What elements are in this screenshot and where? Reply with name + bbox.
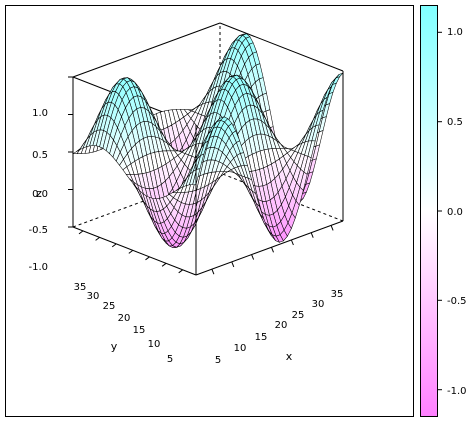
colorkey-tick-label: -0.5 [447,296,467,307]
x-tick-mark [330,225,334,231]
x-tick-label: 30 [312,299,325,310]
x-tick-label: 10 [234,343,247,354]
x-tick-mark [211,269,215,275]
x-tick-mark [290,239,294,246]
colorkey-tick-label: 0.0 [447,207,463,218]
x-tick-mark [310,232,314,238]
surface-mesh [72,33,344,249]
x-tick-mark [251,254,255,260]
z-tick-label: 1.0 [32,108,48,119]
box-edge [195,220,344,276]
y-tick-label: 15 [133,325,146,336]
z-tick-label: -1.0 [28,262,48,273]
box-edge [72,226,197,276]
colorkey-tick-label: -1.0 [447,386,467,397]
y-tick-mark [111,243,117,248]
y-tick-mark [161,262,167,267]
x-tick-mark [271,247,274,253]
x-tick-label: 25 [292,310,305,321]
x-tick-label: 15 [255,332,268,343]
colorkey-ticks [437,31,442,391]
colorkey-tick-label: 0.5 [447,117,463,128]
z-axis-label: z [36,187,42,200]
y-tick-label: 5 [167,354,173,365]
colorkey-tick-label: 1.0 [447,27,463,38]
x-tick-label: 35 [331,289,344,300]
y-tick-label: 25 [103,301,116,312]
y-tick-label: 20 [118,313,131,324]
y-tick-mark [78,230,84,235]
y-tick-mark [128,249,134,254]
z-tick-label: 0.0 [32,189,48,200]
colorkey-bar [420,5,438,417]
x-axis-label: x [286,350,293,363]
y-tick-label: 30 [87,291,100,302]
x-tick-label: 20 [275,320,288,331]
x-tick-label: 5 [215,355,221,366]
y-tick-mark [178,269,183,274]
z-tick-label: -0.5 [28,225,48,236]
y-axis-label: y [111,340,118,353]
front-box [195,71,344,275]
plot-panel-frame [5,5,414,417]
y-tick-label: 35 [74,282,87,293]
box-edge [219,22,344,72]
x-tick-mark [231,261,235,268]
box-edge [72,22,221,78]
y-tick-mark [95,236,100,241]
axis-ticks [68,76,334,275]
y-tick-mark [145,256,150,261]
y-tick-label: 10 [148,339,161,350]
z-tick-label: 0.5 [32,150,48,161]
